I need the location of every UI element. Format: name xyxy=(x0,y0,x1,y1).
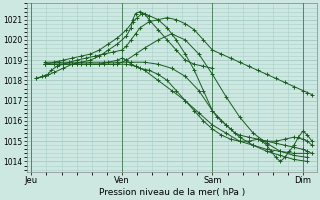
X-axis label: Pression niveau de la mer( hPa ): Pression niveau de la mer( hPa ) xyxy=(99,188,245,197)
